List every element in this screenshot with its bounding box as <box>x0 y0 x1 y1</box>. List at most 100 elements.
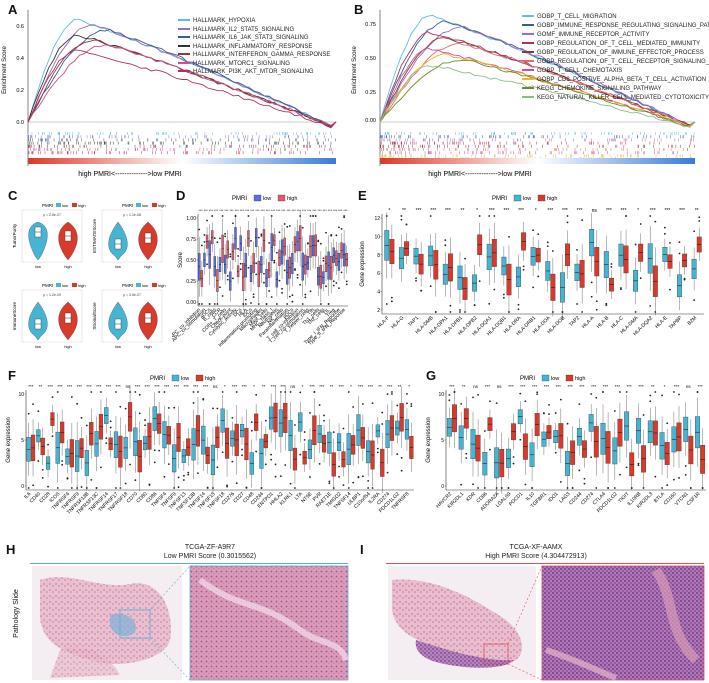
significance-label: *** <box>449 384 455 389</box>
outlier <box>453 391 456 393</box>
panel-f: F PMRI low high Gene expression 10 5 0 *** IL6 **… <box>0 368 418 534</box>
outlier <box>669 241 671 244</box>
legend-item: HALLMARK_IL2_STAT5_SIGNALING <box>178 27 294 33</box>
outlier <box>554 412 557 414</box>
panel-label-e: E <box>358 188 367 203</box>
violin-legend-swatch <box>136 283 141 287</box>
significance-label: *** <box>339 384 345 389</box>
outlier <box>237 248 239 250</box>
x-tick-label: TAP2 <box>568 315 581 328</box>
x-tick-label: PVR <box>312 491 324 503</box>
violin-subplot: StromalScore p = 3.5e-07 PMRI low high low hig… <box>92 283 166 349</box>
significance-label: ns <box>592 208 598 214</box>
significance-label: *** <box>343 209 348 213</box>
outlier <box>328 480 331 483</box>
outlier <box>138 412 141 415</box>
significance-label: *** <box>280 384 286 389</box>
y-axis-label: Gene expression <box>6 417 12 462</box>
significance-label: *** <box>204 209 209 213</box>
outlier <box>429 285 432 288</box>
y-tick-label: 8 <box>377 253 380 259</box>
significance-label: *** <box>674 384 680 389</box>
legend-title: PMRI <box>492 196 507 202</box>
y-tick-label: 2 <box>377 308 380 314</box>
outlier <box>400 469 403 472</box>
outlier <box>332 431 335 434</box>
significance-label: *** <box>333 209 338 213</box>
outlier <box>255 273 258 276</box>
outlier <box>279 475 282 478</box>
box-group: ***TNFSF14 <box>187 384 210 511</box>
legend-swatch <box>178 53 190 56</box>
a-yticks: 0.6 0.4 0.2 0.0 <box>16 24 24 126</box>
violin-xtick: high <box>64 345 71 349</box>
outlier <box>275 251 278 254</box>
outlier <box>488 302 491 305</box>
violin-legend-title: PMRI <box>42 203 53 208</box>
outlier <box>590 295 593 298</box>
significance-label: ns <box>290 384 296 389</box>
significance-label: *** <box>503 208 509 214</box>
outlier <box>206 219 208 222</box>
box-group: ***PDCD1 <box>508 384 528 507</box>
significance-label: *** <box>96 384 102 389</box>
significance-label: ** <box>39 384 43 389</box>
significance-label: *** <box>297 209 302 213</box>
legend-swatch <box>513 194 522 202</box>
outlier <box>332 487 335 489</box>
box-group: ***HLA-C <box>610 208 629 330</box>
legend-item: KEGG_CHEMOKINE_SIGNALING_PATHWAY <box>522 86 661 92</box>
outlier <box>554 451 557 454</box>
outlier <box>649 215 652 217</box>
outlier <box>70 487 73 489</box>
outlier <box>279 391 282 393</box>
panel-label-h: H <box>6 542 16 557</box>
outlier <box>338 465 340 468</box>
gsea-curve <box>379 59 696 126</box>
significance-label: *** <box>116 384 122 389</box>
outlier <box>263 272 265 275</box>
outlier <box>595 396 598 399</box>
significance-label: *** <box>67 384 73 389</box>
box-group: *HLA-DMA <box>619 208 644 335</box>
outlier <box>347 487 350 489</box>
legend-item: HALLMARK_INTERFERON_GAMMA_RESPONSE <box>178 52 330 58</box>
violin-legend-label: high <box>158 283 166 288</box>
outlier <box>61 460 64 462</box>
outlier <box>260 234 263 237</box>
outlier <box>332 284 335 287</box>
outlier <box>281 287 283 290</box>
significance-label: *** <box>445 208 451 214</box>
box-group: * LTA <box>294 384 307 501</box>
b-ylabel: Enrichment Score <box>352 45 358 93</box>
y-tick-label: 1.00 <box>186 216 196 222</box>
box-group: *** TAPBP <box>668 208 688 331</box>
outlier <box>286 303 289 305</box>
outlier <box>309 215 312 217</box>
h-zoom-line <box>149 565 191 611</box>
outlier <box>537 233 540 236</box>
significance-label: *** <box>368 384 374 389</box>
outlier <box>429 215 432 217</box>
outlier <box>444 244 447 247</box>
outlier <box>610 263 613 265</box>
outlier <box>531 487 533 489</box>
significance-label: *** <box>135 384 141 389</box>
legend-label: HALLMARK_INFLAMMATORY_RESPONSE <box>193 43 313 50</box>
legend-label: GOBP_T_CELL_CHEMOTAXIS <box>537 68 623 74</box>
outlier <box>27 487 30 489</box>
outlier <box>281 291 283 294</box>
outlier <box>630 487 633 489</box>
legend-swatch <box>253 194 262 202</box>
y-tick-label: 5 <box>21 438 24 444</box>
significance-label: * <box>302 384 304 389</box>
legend-item: GOBP_T_CELL_MIGRATION <box>522 14 617 20</box>
outlier <box>312 215 314 217</box>
legend-item: HALLMARK_HYPOXIA <box>178 18 255 24</box>
i-overview-tissue <box>392 579 523 664</box>
outlier <box>323 414 325 417</box>
outlier <box>376 451 379 454</box>
outlier <box>232 222 234 225</box>
i-slide-images <box>388 565 705 681</box>
outlier <box>124 407 127 410</box>
